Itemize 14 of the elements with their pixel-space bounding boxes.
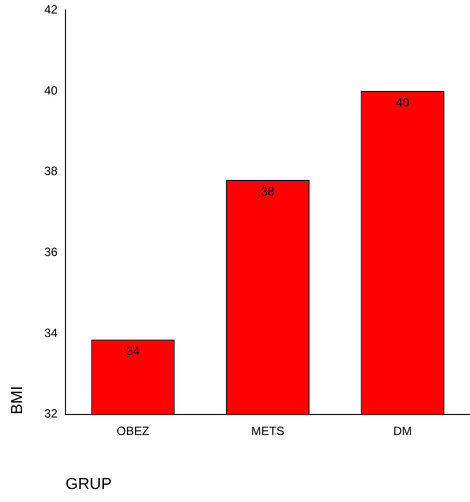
data-label: 38 bbox=[261, 184, 275, 198]
data-label: 34 bbox=[126, 344, 140, 358]
y-tick-label: 34 bbox=[44, 326, 58, 340]
x-tick-label: DM bbox=[393, 424, 412, 438]
data-label: 40 bbox=[396, 95, 410, 110]
y-tick-label: 42 bbox=[44, 2, 58, 17]
y-tick-label: 36 bbox=[44, 245, 58, 260]
x-tick-label: METS bbox=[251, 424, 284, 438]
y-tick-label: 32 bbox=[44, 406, 58, 421]
x-tick-label: OBEZ bbox=[116, 424, 150, 438]
y-tick-label: 40 bbox=[44, 83, 58, 98]
y-tick-label: 38 bbox=[44, 164, 58, 178]
x-axis-title: GRUP bbox=[66, 476, 112, 493]
y-axis-title: BMI bbox=[9, 386, 26, 414]
